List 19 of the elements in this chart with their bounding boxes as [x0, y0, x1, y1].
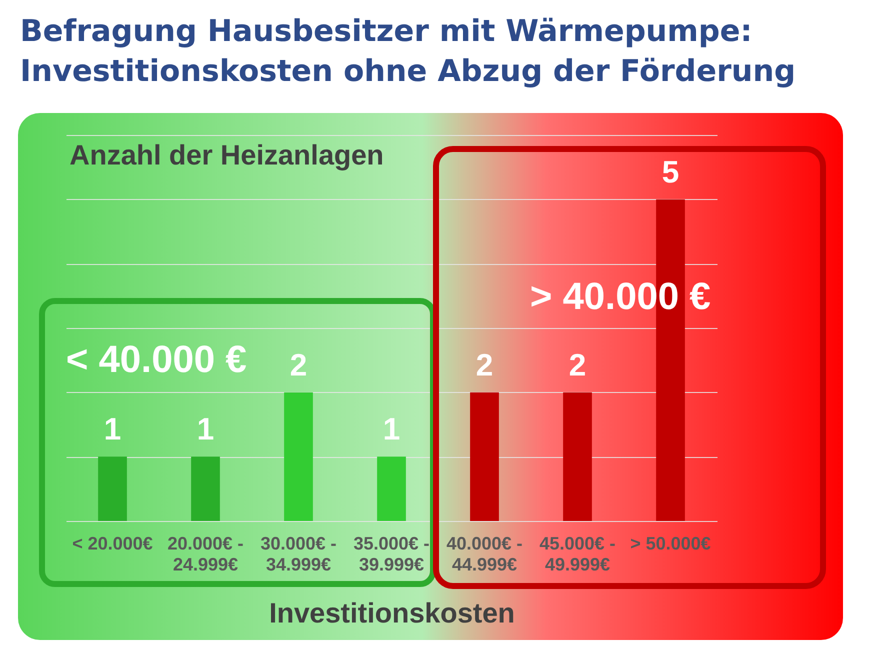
x-tick-label: 45.000€ - 49.999€: [539, 534, 616, 574]
x-tick-label: > 50.000€: [630, 534, 711, 554]
x-tick-label: 30.000€ - 34.999€: [260, 534, 337, 574]
x-tick-label: 40.000€ - 44.999€: [446, 534, 523, 574]
data-label: 1: [382, 412, 400, 447]
annotation: > 40.000 €: [530, 276, 711, 318]
chart-title: Befragung Hausbesitzer mit Wärmepumpe: Investitionskosten ohne Abzug der Förderung: [20, 13, 797, 91]
data-label: 2: [568, 347, 586, 382]
data-label: 2: [290, 347, 308, 382]
data-label: 5: [662, 154, 680, 190]
x-tick-label: 20.000€ - 24.999€: [167, 534, 244, 574]
data-label: 1: [104, 412, 122, 447]
data-label: 1: [196, 412, 214, 447]
annotation: < 40.000 €: [66, 339, 247, 381]
x-tick-label: < 20.000€: [72, 534, 153, 554]
x-tick-label: 35.000€ - 39.999€: [353, 534, 430, 574]
x-axis-title: Investitionskosten: [269, 598, 515, 628]
data-label: 2: [476, 347, 494, 382]
y-axis-title: Anzahl der Heizanlagen: [70, 140, 384, 170]
